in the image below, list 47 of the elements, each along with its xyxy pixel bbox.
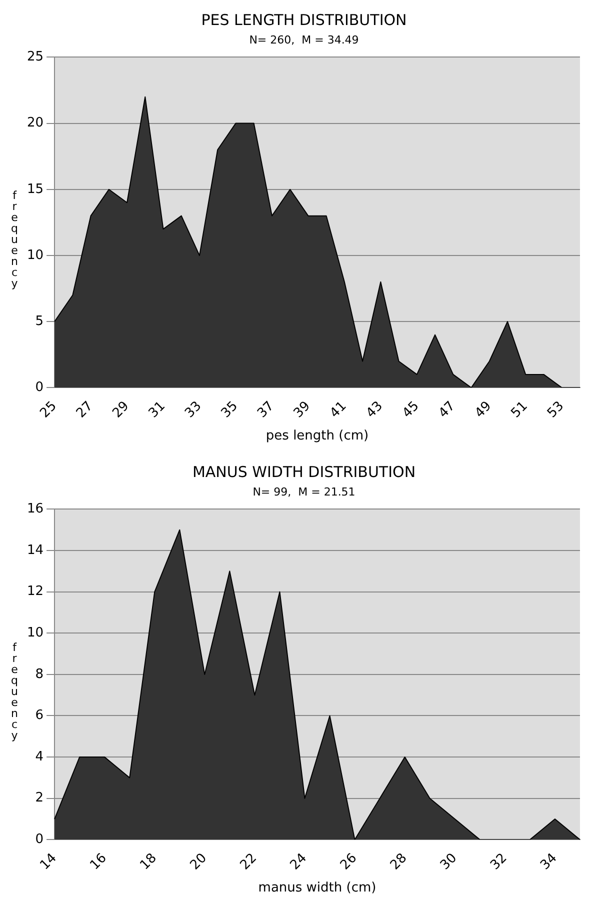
x-tick-label: 26 <box>338 850 360 874</box>
x-tick-label: 24 <box>288 850 310 874</box>
x-tick-label: 33 <box>182 398 205 422</box>
chart-subtitle: N= 260, M = 34.49 <box>249 33 359 46</box>
x-tick-label: 51 <box>508 398 531 422</box>
y-axis-title: frequency <box>8 188 22 288</box>
y-tick-label: 2 <box>35 790 44 806</box>
x-tick-label: 22 <box>238 850 260 874</box>
y-tick-label: 16 <box>26 502 44 517</box>
x-tick-label: 45 <box>400 398 422 422</box>
x-tick-label: 49 <box>472 398 495 422</box>
chart-title: MANUS WIDTH DISTRIBUTION <box>192 462 416 481</box>
y-axis-title: frequency <box>8 640 22 740</box>
y-tick-label: 8 <box>35 666 44 682</box>
chart-title: PES LENGTH DISTRIBUTION <box>201 10 407 29</box>
x-tick-label: 20 <box>188 850 210 874</box>
x-tick-label: 16 <box>87 850 110 874</box>
y-tick-label: 10 <box>26 248 44 263</box>
y-tick-label: 6 <box>35 708 44 724</box>
x-tick-label: 32 <box>488 850 510 874</box>
y-tick-label: 15 <box>26 182 44 197</box>
x-tick-label: 41 <box>327 398 350 422</box>
x-axis-title: pes length (cm) <box>266 428 369 444</box>
x-tick-label: 53 <box>544 398 568 422</box>
chart-subtitle: N= 99, M = 21.51 <box>252 485 356 498</box>
x-tick-label: 35 <box>218 398 241 422</box>
x-tick-label: 47 <box>436 398 458 422</box>
x-tick-label: 43 <box>364 398 386 422</box>
y-tick-label: 20 <box>26 116 44 131</box>
x-tick-label: 30 <box>438 850 460 874</box>
y-tick-label: 25 <box>26 50 44 65</box>
x-tick-label: 18 <box>138 850 160 874</box>
y-tick-label: 14 <box>26 542 44 558</box>
x-tick-label: 28 <box>388 850 410 874</box>
x-tick-label: 29 <box>110 398 132 422</box>
y-tick-label: 0 <box>35 380 44 396</box>
x-tick-label: 34 <box>538 850 560 874</box>
x-axis-title: manus width (cm) <box>258 880 376 896</box>
y-tick-label: 5 <box>35 314 44 329</box>
y-tick-label: 10 <box>26 626 44 640</box>
x-tick-label: 31 <box>146 398 168 422</box>
x-tick-label: 39 <box>291 398 314 422</box>
x-tick-label: 27 <box>74 398 96 422</box>
y-tick-label: 4 <box>35 749 44 764</box>
y-tick-label: 0 <box>35 832 44 848</box>
y-tick-label: 12 <box>26 584 44 600</box>
x-tick-label: 37 <box>254 398 278 422</box>
